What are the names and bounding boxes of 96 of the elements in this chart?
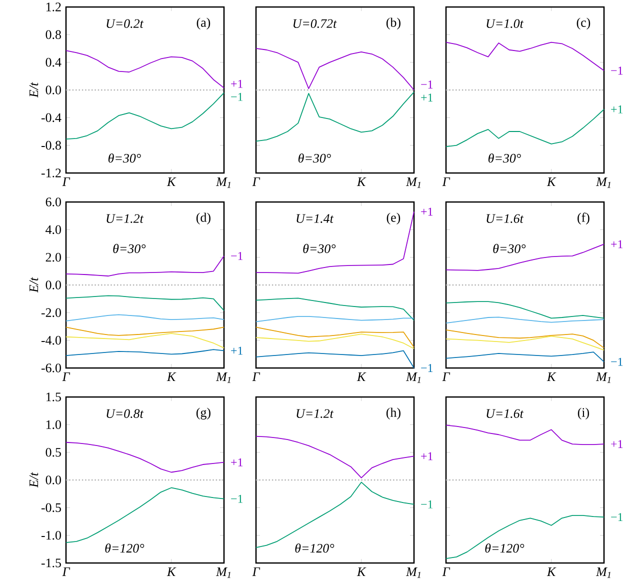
series-label: −1 [611, 358, 623, 366]
series-label: +1 [231, 80, 243, 88]
series-label: −1 [231, 252, 243, 260]
annotation: U=1.4t [296, 214, 334, 223]
x-tick-label: K [166, 568, 176, 576]
y-tick-label: 1.5 [46, 392, 61, 402]
series-label: −1 [231, 92, 243, 101]
annotation: θ=30° [303, 244, 336, 254]
x-tick-label: M$_{1}$ [406, 568, 420, 578]
series-label: +1 [421, 94, 433, 102]
y-tick-label: -1.5 [41, 558, 61, 568]
annotation: (b) [386, 18, 400, 30]
y-tick-label: 0.0 [46, 280, 61, 290]
y-tick-label: -1.2 [41, 168, 61, 178]
annotation: (d) [196, 212, 210, 224]
annotation: (h) [386, 408, 400, 420]
x-tick-label: M$_{1}$ [596, 372, 610, 383]
x-tick-label: Γ [252, 178, 260, 186]
annotation: U=1.0t [486, 19, 524, 28]
annotation: (f) [578, 212, 590, 225]
y-tick-label: 4.0 [46, 225, 61, 234]
y-axis-title: E/t [29, 472, 38, 488]
x-tick-label: K [356, 372, 366, 381]
annotation: U=1.6t [486, 409, 524, 418]
x-tick-label: K [356, 178, 366, 186]
y-tick-label: 6.0 [46, 198, 61, 206]
x-tick-label: K [546, 178, 556, 186]
annotation: θ=30° [113, 244, 146, 254]
x-tick-label: M$_{1}$ [596, 178, 610, 188]
y-tick-label: -4.0 [41, 336, 61, 345]
x-tick-label: M$_{1}$ [216, 568, 230, 578]
annotation: θ=30° [298, 153, 331, 163]
annotation: θ=30° [108, 153, 141, 163]
x-tick-label: Γ [62, 372, 70, 381]
annotation: U=0.72t [293, 19, 337, 28]
x-tick-label: Γ [252, 568, 260, 576]
y-tick-label: -0.4 [41, 113, 62, 122]
annotation: θ=30° [488, 153, 521, 163]
annotation: U=1.6t [486, 214, 524, 223]
annotation: (c) [576, 18, 590, 30]
x-tick-label: M$_{1}$ [216, 178, 230, 188]
y-tick-label: -2.0 [41, 308, 61, 318]
series-label: −1 [231, 494, 243, 503]
y-tick-label: 0.0 [46, 86, 61, 94]
series-label: +1 [231, 346, 243, 355]
series-label: +1 [421, 208, 433, 216]
annotation: (a) [196, 18, 210, 30]
y-tick-label: 0.8 [46, 30, 61, 40]
annotation: θ=120° [295, 543, 334, 553]
y-tick-label: -1.0 [41, 530, 61, 540]
y-axis-title: E/t [29, 82, 38, 98]
series-label: −1 [421, 500, 433, 508]
annotation: θ=120° [485, 543, 524, 553]
x-tick-label: Γ [442, 372, 450, 381]
x-tick-label: M$_{1}$ [216, 372, 230, 383]
x-tick-label: K [166, 178, 176, 186]
x-tick-label: K [546, 568, 556, 576]
y-tick-label: 1.0 [46, 420, 61, 430]
series-label: −1 [611, 66, 623, 75]
annotation: (e) [386, 212, 400, 224]
series-label: +1 [231, 458, 243, 466]
x-tick-label: K [546, 372, 556, 381]
x-tick-label: Γ [62, 568, 70, 576]
x-tick-label: Γ [442, 568, 450, 576]
annotation: U=1.2t [106, 214, 144, 223]
annotation: θ=120° [105, 543, 144, 553]
series-label: +1 [421, 452, 433, 460]
x-tick-label: K [166, 372, 176, 381]
x-tick-label: Γ [252, 372, 260, 381]
x-tick-label: M$_{1}$ [406, 372, 420, 383]
y-tick-label: 1.2 [46, 2, 61, 12]
y-tick-label: -0.5 [41, 503, 61, 512]
x-tick-label: Γ [62, 178, 70, 186]
y-tick-label: 0.5 [46, 448, 61, 457]
series-label: −1 [611, 513, 623, 522]
y-tick-label: -0.8 [41, 140, 61, 150]
annotation: θ=30° [493, 244, 526, 254]
x-tick-label: Γ [442, 178, 450, 186]
annotation: U=1.2t [296, 409, 334, 418]
y-tick-label: 0.4 [46, 58, 62, 67]
x-tick-label: M$_{1}$ [406, 178, 420, 188]
series-label: +1 [611, 440, 623, 448]
annotation: U=0.2t [106, 19, 144, 28]
x-tick-label: K [356, 568, 366, 576]
series-label: +1 [611, 105, 623, 114]
y-axis-title: E/t [29, 277, 38, 293]
series-label: −1 [421, 364, 433, 372]
series-label: +1 [611, 240, 623, 248]
annotation: (i) [578, 408, 590, 420]
y-tick-label: -6.0 [41, 364, 61, 372]
y-tick-label: 0.0 [46, 476, 61, 484]
y-tick-label: 2.0 [46, 252, 61, 262]
x-tick-label: M$_{1}$ [596, 568, 610, 578]
annotation: (g) [196, 408, 210, 420]
series-label: −1 [421, 80, 433, 88]
annotation: U=0.8t [106, 409, 144, 418]
